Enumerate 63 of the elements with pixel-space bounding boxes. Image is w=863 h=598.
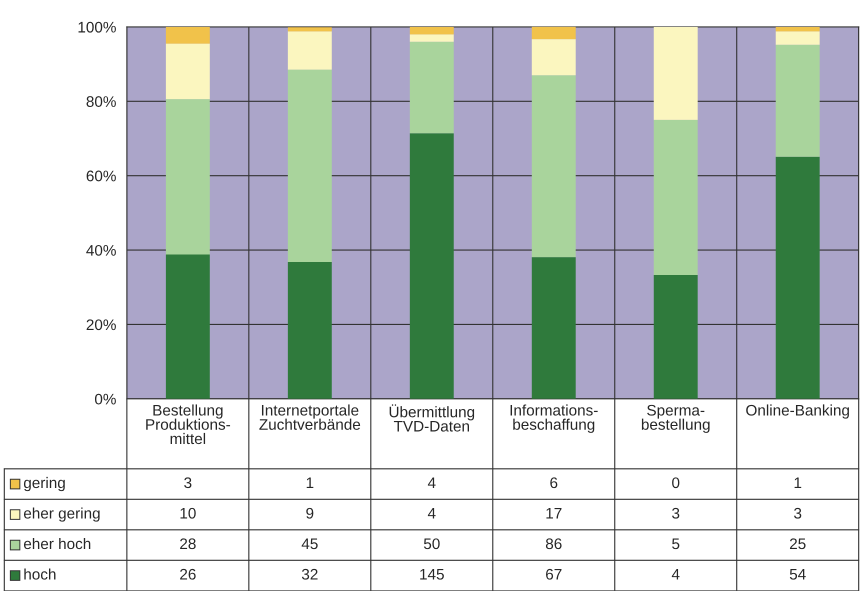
bar xyxy=(654,120,698,276)
legend-label: gering xyxy=(24,476,65,492)
text: 3 xyxy=(794,508,802,519)
text: 4 xyxy=(428,508,436,519)
bar xyxy=(532,39,576,76)
bar xyxy=(288,262,332,399)
text: 145 xyxy=(420,569,444,580)
bar xyxy=(532,26,576,40)
text: 4 xyxy=(428,477,436,488)
y-tick-label: 40% xyxy=(86,244,116,256)
text: 0 xyxy=(672,477,680,488)
bar xyxy=(532,257,576,399)
text: 28 xyxy=(180,538,196,550)
bar xyxy=(166,254,210,399)
y-tick-label: 60% xyxy=(86,170,116,182)
text: 45 xyxy=(302,538,318,550)
text: 5 xyxy=(672,538,680,550)
bar xyxy=(410,42,454,134)
text: 10 xyxy=(180,508,196,519)
legend-label: eher hoch xyxy=(24,538,90,550)
x-tick-label: Online-Banking xyxy=(746,404,849,419)
bar xyxy=(288,27,332,32)
x-tick-label: Sperma- bestellung xyxy=(642,404,710,433)
text: 9 xyxy=(306,508,314,519)
y-tick-label: 0% xyxy=(94,394,116,405)
legend-label: hoch xyxy=(24,568,56,580)
x-tick-label: Bestellung Produktions- mittel xyxy=(146,404,230,444)
bar xyxy=(654,26,698,120)
text: 25 xyxy=(790,538,806,550)
bar xyxy=(410,133,454,399)
text: 3 xyxy=(672,508,680,519)
text: 67 xyxy=(546,568,562,580)
bar xyxy=(776,156,820,399)
bar xyxy=(776,31,820,45)
text: 86 xyxy=(546,538,562,550)
bar xyxy=(166,99,210,255)
bar xyxy=(288,31,332,70)
y-tick-label: 20% xyxy=(86,319,116,330)
bar xyxy=(410,26,454,34)
text: 32 xyxy=(302,568,318,580)
text: 17 xyxy=(546,508,562,519)
bar xyxy=(776,26,820,32)
text: 6 xyxy=(550,477,558,488)
bar xyxy=(776,44,820,157)
text: 4 xyxy=(672,569,680,580)
text: 1 xyxy=(306,477,314,488)
text: 26 xyxy=(180,568,196,580)
bar xyxy=(410,34,454,42)
bar xyxy=(166,44,210,100)
x-tick-label: Internetportale Zuchtverbände xyxy=(259,404,360,430)
text: 54 xyxy=(790,569,806,580)
y-tick-label: 80% xyxy=(86,96,116,107)
text: 3 xyxy=(184,477,192,488)
x-tick-label: Übermittlung TVD-Daten xyxy=(390,404,474,432)
bar xyxy=(288,70,332,262)
bar xyxy=(166,26,210,44)
y-tick-label: 100% xyxy=(78,22,116,33)
bar xyxy=(532,75,576,258)
text: 50 xyxy=(424,538,440,550)
legend-label: eher gering xyxy=(24,507,100,522)
x-tick-label: Informations- beschaffung xyxy=(510,404,598,433)
bar xyxy=(654,275,698,399)
text: 1 xyxy=(794,477,802,488)
